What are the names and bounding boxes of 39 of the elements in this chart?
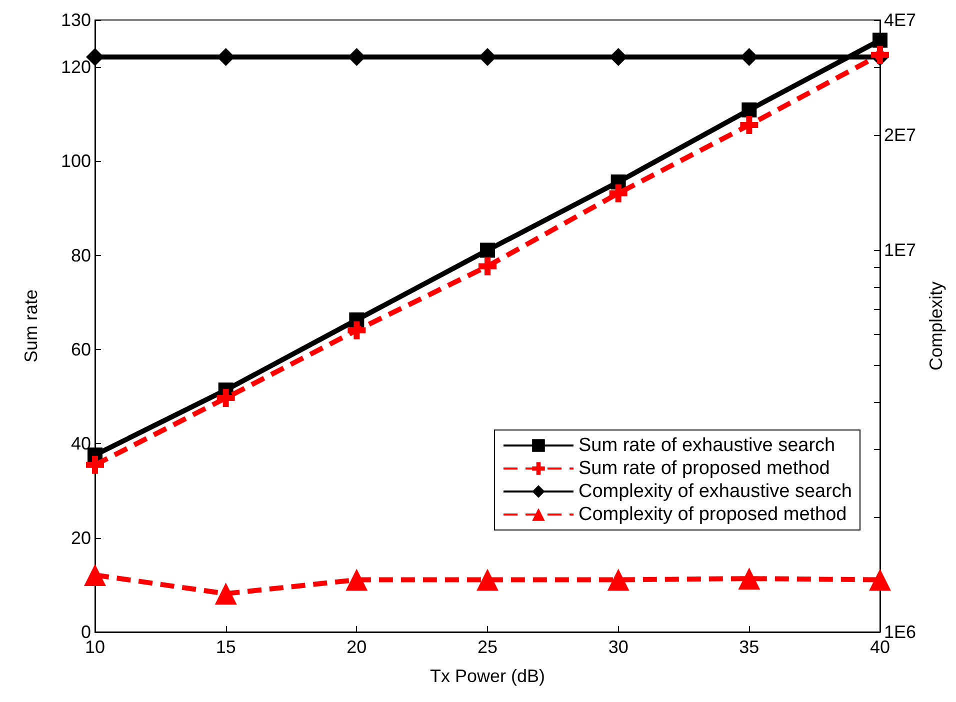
point	[346, 568, 368, 591]
x-tick-label: 20	[346, 637, 367, 657]
y-tick-label: 100	[60, 151, 91, 172]
point	[742, 102, 757, 118]
point	[872, 32, 888, 48]
y-tick-label: 40	[70, 434, 91, 454]
y2-tick-label: 2E7	[884, 124, 916, 145]
legend-label: Sum rate of exhaustive search	[578, 435, 836, 456]
point	[738, 568, 760, 590]
point	[607, 568, 630, 591]
x-tick-label: 40	[870, 637, 890, 657]
y2-tick-label: 4E7	[884, 10, 916, 30]
point	[476, 568, 498, 591]
point	[480, 242, 495, 258]
y-tick-label: 20	[70, 528, 91, 548]
point	[609, 184, 628, 202]
y-axis-title: Sum rate	[21, 289, 41, 363]
x-tick-label: 25	[477, 637, 498, 657]
x-tick-label: 15	[216, 637, 236, 657]
point	[86, 456, 104, 474]
legend-label: Complexity of proposed method	[578, 504, 847, 525]
y-tick-label: 60	[70, 340, 91, 360]
y2-axis-title: Complexity	[926, 281, 946, 371]
y2-tick-label: 1E7	[884, 240, 916, 260]
x-axis-title: Tx Power (dB)	[430, 666, 546, 686]
x-tick-label: 35	[739, 637, 760, 657]
point	[740, 116, 758, 134]
y-tick-label: 120	[60, 57, 91, 78]
legend-label: Complexity of exhaustive search	[578, 481, 852, 502]
point	[84, 564, 106, 586]
legend-label: Sum rate of proposed method	[578, 458, 830, 479]
x-tick-label: 30	[608, 637, 628, 657]
y-tick-label: 130	[60, 10, 91, 30]
point	[216, 389, 235, 408]
point	[869, 568, 891, 591]
point	[478, 257, 496, 276]
point	[214, 582, 237, 605]
point	[348, 321, 366, 340]
y-tick-label: 80	[70, 245, 91, 266]
